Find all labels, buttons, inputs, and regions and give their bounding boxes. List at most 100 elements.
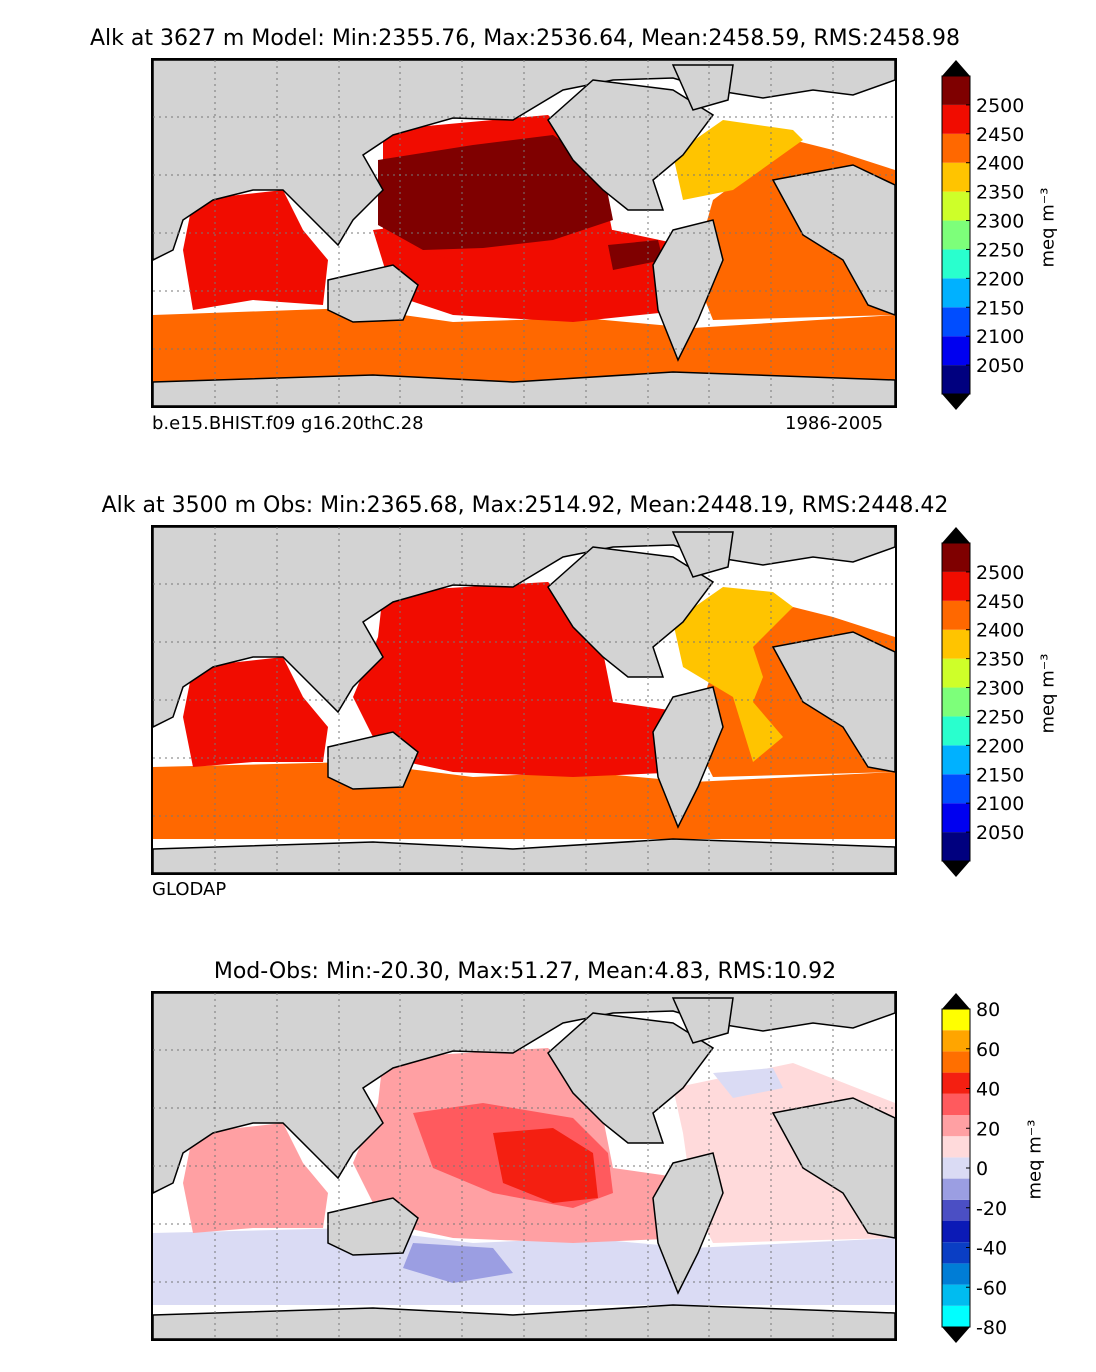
panel2-colorbar: 2050 2100 2150 2200 2250 2300 2350 2400 2450 2500 <box>940 525 1030 877</box>
panel1-colorbar-segment <box>942 336 970 366</box>
panel3-colorbar-segment <box>942 1157 970 1179</box>
panel3-colorbar-tick-label: -20 <box>976 1198 1007 1220</box>
panel2-land-australia <box>327 731 419 790</box>
panel2-colorbar-svg: 2050 2100 2150 2200 2250 2300 2350 2400 2450 2500 <box>941 527 1024 877</box>
panel1-indian-ocean <box>183 190 328 310</box>
panel2-colorbar-segment <box>942 803 970 833</box>
panel1-colorbar-segment <box>942 162 970 192</box>
panel1-north-pacific-core <box>378 135 613 250</box>
panel1-colorbar-segment <box>942 133 970 163</box>
panel3-colorbar-tick-label: -80 <box>976 1317 1007 1339</box>
panel2-colorbar-tick-label: 2400 <box>976 620 1024 642</box>
panel3-colorbar-segment <box>942 1009 970 1031</box>
panel3-colorbar-segment <box>942 1221 970 1243</box>
panel3-colorbar-tick-label: 80 <box>976 999 1000 1021</box>
panel3-colorbar-tick-label: 60 <box>976 1039 1000 1061</box>
panel2-colorbar-frame <box>941 542 971 862</box>
panel2-north-atlantic <box>673 587 793 762</box>
panel2-pacific <box>353 582 688 777</box>
panel2-source-label: GLODAP <box>152 879 227 900</box>
panel1-title: Alk at 3627 m Model: Min:2355.76, Max:25… <box>89 26 961 51</box>
panel3-colorbar-tick-label: 0 <box>976 1158 988 1180</box>
panel3-colorbar-segment <box>942 1051 970 1073</box>
panel3-colorbar-svg: -80 -60 -40 -20 0 20 40 60 80 <box>941 993 1007 1343</box>
panel1-colorbar-tick-label: 2500 <box>976 95 1024 117</box>
panel1-land-africa-east <box>771 164 895 316</box>
panel2-colorbar-segment <box>942 629 970 659</box>
panel1-colorbar-svg: 2050 2100 2150 2200 2250 2300 2350 2400 2450 2500 <box>941 60 1024 410</box>
panel1-colorbar-tick-label: 2150 <box>976 297 1024 319</box>
panel2-colorbar-tick-label: 2050 <box>976 822 1024 844</box>
panel2-colorbar-segment <box>942 543 970 572</box>
panel1-colorbar-tick-label: 2250 <box>976 239 1024 261</box>
panel2-colorbar-tick-label: 2500 <box>976 562 1024 584</box>
panel3-colorbar-label: meq m⁻³ <box>1024 1119 1046 1200</box>
panel3-title: Mod-Obs: Min:-20.30, Max:51.27, Mean:4.8… <box>213 959 837 984</box>
panel1-colorbar-tick-label: 2450 <box>976 124 1024 146</box>
panel2-land-south-america <box>652 686 724 829</box>
panel1-colorbar-segment <box>942 76 970 105</box>
panel2-colorbar-extend-high <box>942 527 970 543</box>
panel3-colorbar-segment <box>942 1072 970 1094</box>
panel1-case-label: b.e15.BHIST.f09 g16.20thC.28 <box>152 413 424 434</box>
panel1-colorbar-segment <box>942 220 970 250</box>
panel3-atlantic-blue <box>713 1068 783 1098</box>
panel1-colorbar: 2050 2100 2150 2200 2250 2300 2350 2400 2450 2500 <box>940 58 1030 410</box>
panel2-colorbar-tick-label: 2250 <box>976 706 1024 728</box>
panel2-land-greenland <box>671 531 734 578</box>
panel1-colorbar-segment <box>942 278 970 308</box>
panel1-colorbar-tick-label: 2350 <box>976 182 1024 204</box>
panel2-colorbar-tick-label: 2100 <box>976 793 1024 815</box>
panel3-colorbar-segment <box>942 1199 970 1221</box>
panel1-colorbar-label: meq m⁻³ <box>1037 187 1059 268</box>
panel2-colorbar-tick-label: 2450 <box>976 591 1024 613</box>
panel2-title: Alk at 3500 m Obs: Min:2365.68, Max:2514… <box>101 493 949 518</box>
panel1-colorbar-segment <box>942 365 970 394</box>
panel3-colorbar-segment <box>942 1284 970 1306</box>
panel3-southern-ocean-blue <box>403 1243 513 1283</box>
panel1-colorbar-tick-label: 2400 <box>976 153 1024 175</box>
panel1-east-pacific-pool <box>608 240 663 270</box>
panel2-colorbar-tick-label: 2200 <box>976 735 1024 757</box>
panel1-land-australia <box>327 264 419 323</box>
panel1-map <box>151 58 897 408</box>
panel3-colorbar: -80 -60 -40 -20 0 20 40 60 80 <box>940 991 1030 1343</box>
panel3-colorbar-extend-low <box>942 1327 970 1343</box>
panel2-colorbar-segment <box>942 600 970 630</box>
panel3-map <box>151 991 897 1341</box>
panel1-southern-ocean <box>153 308 895 382</box>
panel2-colorbar-tick-label: 2350 <box>976 649 1024 671</box>
panel3-colorbar-segment <box>942 1305 970 1327</box>
panel3-colorbar-segment <box>942 1242 970 1264</box>
panel3-colorbar-extend-high <box>942 993 970 1009</box>
panel3-colorbar-segment <box>942 1093 970 1115</box>
panel3-colorbar-tick-label: -40 <box>976 1238 1007 1260</box>
panel3-colorbar-segment <box>942 1030 970 1052</box>
panel2-colorbar-segment <box>942 745 970 775</box>
panel2-indian-ocean <box>183 657 328 767</box>
panel2-colorbar-segment <box>942 658 970 688</box>
panel3-colorbar-segment <box>942 1115 970 1137</box>
panel1-colorbar-frame <box>941 75 971 395</box>
panel1-colorbar-segment <box>942 307 970 337</box>
panel1-colorbar-extend-high <box>942 60 970 76</box>
panel1-colorbar-tick-label: 2300 <box>976 211 1024 233</box>
panel1-gridlines <box>153 60 895 406</box>
panel1-colorbar-segment <box>942 249 970 279</box>
panel2-colorbar-segment <box>942 774 970 804</box>
panel1-colorbar-tick-label: 2050 <box>976 355 1024 377</box>
panel3-gridlines <box>153 993 895 1339</box>
panel1-colorbar-extend-low <box>942 394 970 410</box>
panel2-map <box>151 525 897 875</box>
panel2-colorbar-segment <box>942 571 970 601</box>
panel3-colorbar-tick-label: -60 <box>976 1277 1007 1299</box>
panel1-land-south-america <box>652 219 724 362</box>
panel3-land-south-america <box>652 1152 724 1295</box>
panel3-land-australia <box>327 1197 419 1256</box>
panel3-colorbar-tick-label: 20 <box>976 1118 1000 1140</box>
panel2-colorbar-tick-label: 2300 <box>976 678 1024 700</box>
panel1-colorbar-tick-label: 2200 <box>976 268 1024 290</box>
panel2-colorbar-label: meq m⁻³ <box>1037 653 1059 734</box>
panel1-years-label: 1986-2005 <box>785 413 884 434</box>
panel3-colorbar-tick-label: 40 <box>976 1079 1000 1101</box>
